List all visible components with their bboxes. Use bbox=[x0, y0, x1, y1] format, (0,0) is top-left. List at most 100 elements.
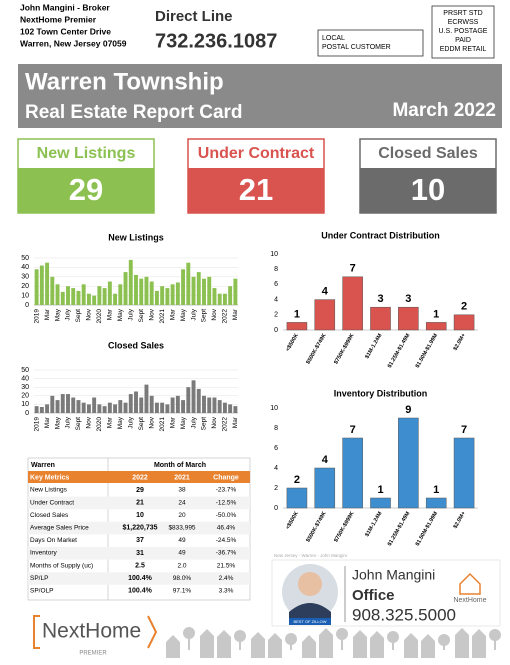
header-line: Warren, New Jersey 07059 bbox=[20, 38, 127, 48]
postage-box bbox=[431, 5, 495, 59]
x-tick-label: <$500K bbox=[285, 333, 300, 353]
y-tick-label: 40 bbox=[21, 375, 29, 382]
bar bbox=[425, 497, 447, 509]
y-tick-label: 8 bbox=[274, 425, 278, 432]
x-tick-label: Mar bbox=[107, 416, 114, 428]
x-tick-label: $1.25M-$1.49M bbox=[387, 510, 412, 547]
banner-date: March 2022 bbox=[392, 100, 496, 121]
bar bbox=[207, 397, 212, 413]
postage-line: PAID bbox=[455, 37, 471, 44]
x-tick-label: 2022 bbox=[222, 309, 229, 324]
bar bbox=[107, 402, 112, 413]
bar bbox=[113, 404, 118, 413]
cell: 37 bbox=[136, 537, 144, 544]
brand-icon bbox=[459, 572, 481, 595]
chart-title: Under Contract Distribution bbox=[321, 230, 440, 240]
bar bbox=[71, 397, 76, 413]
cell: 31 bbox=[136, 550, 144, 557]
bar bbox=[118, 400, 123, 413]
house bbox=[251, 632, 265, 658]
y-tick-label: 0 bbox=[274, 505, 278, 512]
bar bbox=[228, 286, 233, 305]
bar bbox=[76, 290, 81, 305]
bar bbox=[160, 286, 165, 305]
column-header: 2021 bbox=[174, 474, 190, 481]
house bbox=[472, 629, 486, 658]
header-line: NextHome Premier bbox=[20, 14, 97, 24]
x-tick-label: Nov bbox=[211, 416, 218, 428]
bar bbox=[175, 282, 180, 305]
x-tick-label: 2019 bbox=[33, 417, 40, 432]
tree-trunk bbox=[290, 639, 292, 650]
house bbox=[455, 628, 469, 658]
bar bbox=[202, 395, 206, 413]
y-tick-label: 10 bbox=[21, 292, 29, 299]
cell: -12.5% bbox=[216, 499, 237, 506]
cell: 24 bbox=[178, 499, 186, 506]
x-tick-label: July bbox=[190, 308, 197, 320]
cell: 38 bbox=[178, 487, 186, 494]
bar bbox=[212, 397, 217, 413]
cell: 21 bbox=[136, 499, 144, 506]
x-tick-label: Mar bbox=[169, 416, 176, 428]
cell: 49 bbox=[178, 537, 186, 544]
bar bbox=[149, 395, 154, 413]
value-label: 1 bbox=[433, 484, 439, 496]
postage-line: ECRWSS bbox=[448, 19, 479, 26]
cell: Months of Supply (uc) bbox=[30, 562, 93, 569]
x-tick-label: $500K-$749K bbox=[305, 333, 327, 366]
cell: SP/OLP bbox=[30, 588, 53, 595]
bar bbox=[86, 404, 91, 413]
house bbox=[353, 630, 367, 658]
x-tick-label: $2.0M+ bbox=[453, 333, 467, 352]
bar bbox=[134, 391, 138, 413]
cell: 3.3% bbox=[219, 588, 234, 595]
x-tick-label: Nov bbox=[86, 416, 93, 428]
stat-fill bbox=[360, 168, 496, 213]
x-tick-label: Nov bbox=[211, 308, 218, 320]
x-tick-label: <$500K bbox=[285, 511, 300, 531]
row-shade bbox=[28, 521, 250, 535]
stats: New Listings 29 Under Contract 21 Closed Sal… bbox=[17, 138, 497, 214]
footer-brand: NextHome bbox=[42, 620, 141, 643]
x-tick-label: July bbox=[127, 308, 134, 320]
tree-trunk bbox=[188, 633, 190, 650]
bar bbox=[233, 406, 238, 413]
banner-subtitle: Real Estate Report Card bbox=[25, 102, 243, 123]
house bbox=[200, 629, 214, 658]
y-tick-label: 6 bbox=[274, 281, 278, 288]
agent-phone: 908.325.5000 bbox=[352, 605, 456, 624]
cell: -50.0% bbox=[216, 512, 237, 519]
cell: 29 bbox=[136, 487, 144, 494]
y-tick-label: 4 bbox=[274, 296, 278, 303]
x-tick-label: Sept bbox=[75, 417, 82, 431]
bar bbox=[342, 276, 363, 331]
x-tick-label: Nov bbox=[148, 308, 155, 320]
bar bbox=[342, 437, 363, 509]
bar bbox=[123, 272, 128, 305]
bar bbox=[118, 284, 123, 305]
chart-title: New Listings bbox=[108, 232, 164, 242]
column-header: Change bbox=[213, 474, 239, 481]
x-tick-label: $1.50M-$1.99M bbox=[415, 332, 440, 369]
badge-text: BEST OF ZILLOW bbox=[293, 619, 326, 624]
y-tick-label: 10 bbox=[270, 251, 278, 258]
x-tick-label: Mar bbox=[107, 308, 114, 320]
bar bbox=[92, 295, 97, 305]
bar bbox=[128, 259, 133, 305]
bar bbox=[222, 402, 227, 413]
house bbox=[370, 631, 384, 658]
y-tick-label: 50 bbox=[21, 255, 29, 262]
y-tick-label: 6 bbox=[274, 445, 278, 452]
bar bbox=[71, 288, 76, 305]
bar bbox=[144, 276, 149, 305]
cell: $1,220,735 bbox=[122, 525, 157, 532]
bar bbox=[181, 400, 186, 413]
y-tick-label: 0 bbox=[25, 302, 29, 309]
cell: Average Sales Price bbox=[30, 525, 89, 532]
bar bbox=[181, 269, 186, 305]
cell: -24.5% bbox=[216, 537, 237, 544]
banner bbox=[18, 64, 502, 128]
x-tick-label: 2020 bbox=[96, 417, 103, 432]
x-tick-label: Sept bbox=[201, 309, 208, 323]
